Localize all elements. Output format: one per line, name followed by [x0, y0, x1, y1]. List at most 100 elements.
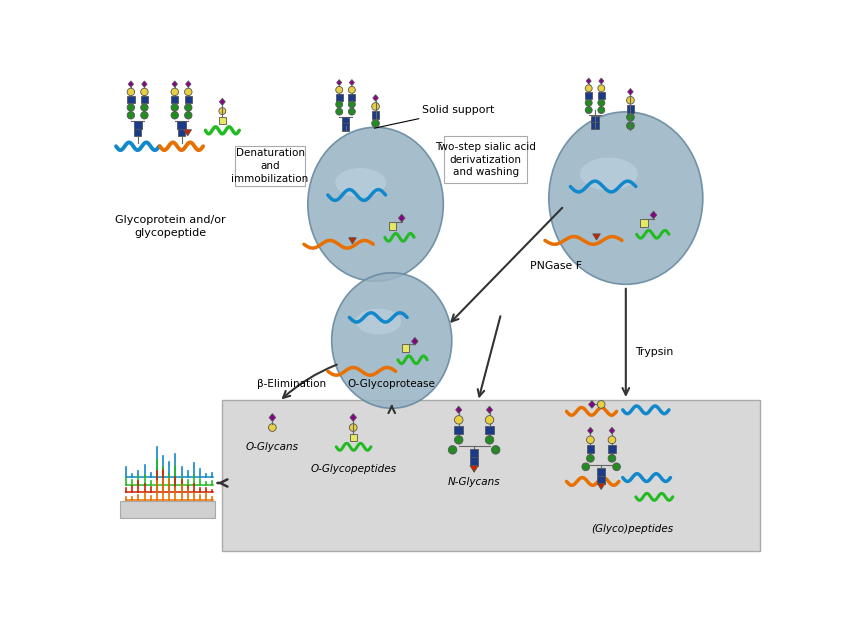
- Polygon shape: [350, 414, 356, 421]
- Polygon shape: [609, 427, 615, 434]
- Text: Denaturation
and
immobilization: Denaturation and immobilization: [231, 148, 309, 183]
- Bar: [485, 426, 494, 434]
- Polygon shape: [269, 414, 275, 421]
- Bar: [128, 96, 134, 104]
- Circle shape: [455, 416, 463, 424]
- Text: N-Glycans: N-Glycans: [448, 477, 501, 487]
- Polygon shape: [128, 81, 133, 87]
- Polygon shape: [337, 80, 342, 85]
- Circle shape: [348, 108, 355, 115]
- Polygon shape: [219, 99, 225, 105]
- Circle shape: [626, 114, 634, 121]
- Polygon shape: [373, 95, 378, 101]
- Polygon shape: [349, 80, 354, 85]
- Circle shape: [128, 112, 134, 119]
- Circle shape: [586, 107, 592, 114]
- Circle shape: [348, 101, 355, 108]
- Bar: [141, 96, 148, 104]
- Polygon shape: [486, 406, 493, 414]
- Circle shape: [626, 97, 634, 104]
- Circle shape: [349, 424, 357, 431]
- Polygon shape: [142, 81, 147, 87]
- Circle shape: [598, 85, 605, 92]
- Bar: [178, 121, 185, 129]
- Bar: [336, 94, 343, 100]
- Text: Glycoprotein and/or
glycopeptide: Glycoprotein and/or glycopeptide: [115, 215, 225, 238]
- Bar: [171, 96, 178, 104]
- Circle shape: [448, 446, 456, 454]
- Bar: [598, 476, 605, 484]
- Text: Trypsin: Trypsin: [635, 347, 673, 357]
- Polygon shape: [586, 78, 592, 84]
- Circle shape: [608, 454, 615, 462]
- Circle shape: [336, 86, 343, 94]
- Bar: [402, 344, 410, 352]
- Circle shape: [491, 446, 500, 454]
- Polygon shape: [650, 211, 657, 219]
- Bar: [133, 121, 142, 129]
- Polygon shape: [598, 484, 605, 489]
- Circle shape: [171, 88, 178, 95]
- Circle shape: [586, 436, 594, 444]
- Circle shape: [455, 436, 463, 444]
- Ellipse shape: [335, 168, 386, 197]
- Bar: [591, 122, 599, 129]
- FancyBboxPatch shape: [445, 137, 527, 183]
- Polygon shape: [589, 401, 595, 408]
- Circle shape: [582, 463, 590, 470]
- Bar: [133, 129, 141, 136]
- Circle shape: [626, 122, 634, 130]
- Bar: [470, 449, 479, 457]
- Bar: [178, 129, 185, 136]
- Text: Two-step sialic acid
derivatization
and washing: Two-step sialic acid derivatization and …: [435, 142, 536, 177]
- Polygon shape: [411, 338, 418, 345]
- Circle shape: [598, 99, 605, 106]
- Circle shape: [171, 104, 178, 111]
- Circle shape: [613, 463, 620, 470]
- Circle shape: [336, 108, 343, 115]
- Text: MS analysis: MS analysis: [136, 504, 200, 514]
- Circle shape: [485, 416, 494, 424]
- Text: O-Glycoprotease: O-Glycoprotease: [348, 379, 436, 389]
- Circle shape: [184, 104, 192, 111]
- Bar: [342, 124, 349, 131]
- Circle shape: [371, 120, 379, 127]
- Polygon shape: [470, 466, 479, 472]
- Text: β-Elimination: β-Elimination: [257, 379, 326, 389]
- Polygon shape: [587, 427, 593, 434]
- Text: Solid support: Solid support: [375, 105, 494, 128]
- Polygon shape: [399, 214, 405, 222]
- Circle shape: [586, 85, 592, 92]
- Ellipse shape: [549, 112, 703, 285]
- Ellipse shape: [332, 273, 452, 408]
- Bar: [349, 434, 357, 441]
- Polygon shape: [172, 81, 178, 87]
- Bar: [388, 222, 396, 230]
- Ellipse shape: [356, 309, 401, 334]
- Bar: [342, 117, 349, 125]
- Circle shape: [184, 88, 192, 95]
- Circle shape: [141, 88, 148, 95]
- Polygon shape: [598, 78, 604, 84]
- Text: (Glyco)peptides: (Glyco)peptides: [591, 524, 673, 534]
- Circle shape: [269, 424, 276, 431]
- FancyBboxPatch shape: [235, 146, 305, 186]
- Bar: [640, 219, 649, 227]
- Text: O-Glycopeptides: O-Glycopeptides: [310, 464, 396, 474]
- Circle shape: [598, 107, 605, 114]
- Circle shape: [598, 401, 605, 408]
- Bar: [608, 446, 615, 453]
- Circle shape: [371, 102, 379, 110]
- Circle shape: [608, 436, 615, 444]
- Bar: [184, 96, 192, 104]
- Text: PNGase F: PNGase F: [530, 261, 582, 271]
- Ellipse shape: [308, 127, 444, 281]
- Circle shape: [586, 454, 594, 462]
- Polygon shape: [184, 130, 191, 136]
- Ellipse shape: [580, 157, 638, 190]
- Circle shape: [128, 88, 134, 95]
- Polygon shape: [185, 81, 191, 87]
- Bar: [455, 426, 463, 434]
- Bar: [470, 457, 479, 466]
- Polygon shape: [627, 89, 633, 95]
